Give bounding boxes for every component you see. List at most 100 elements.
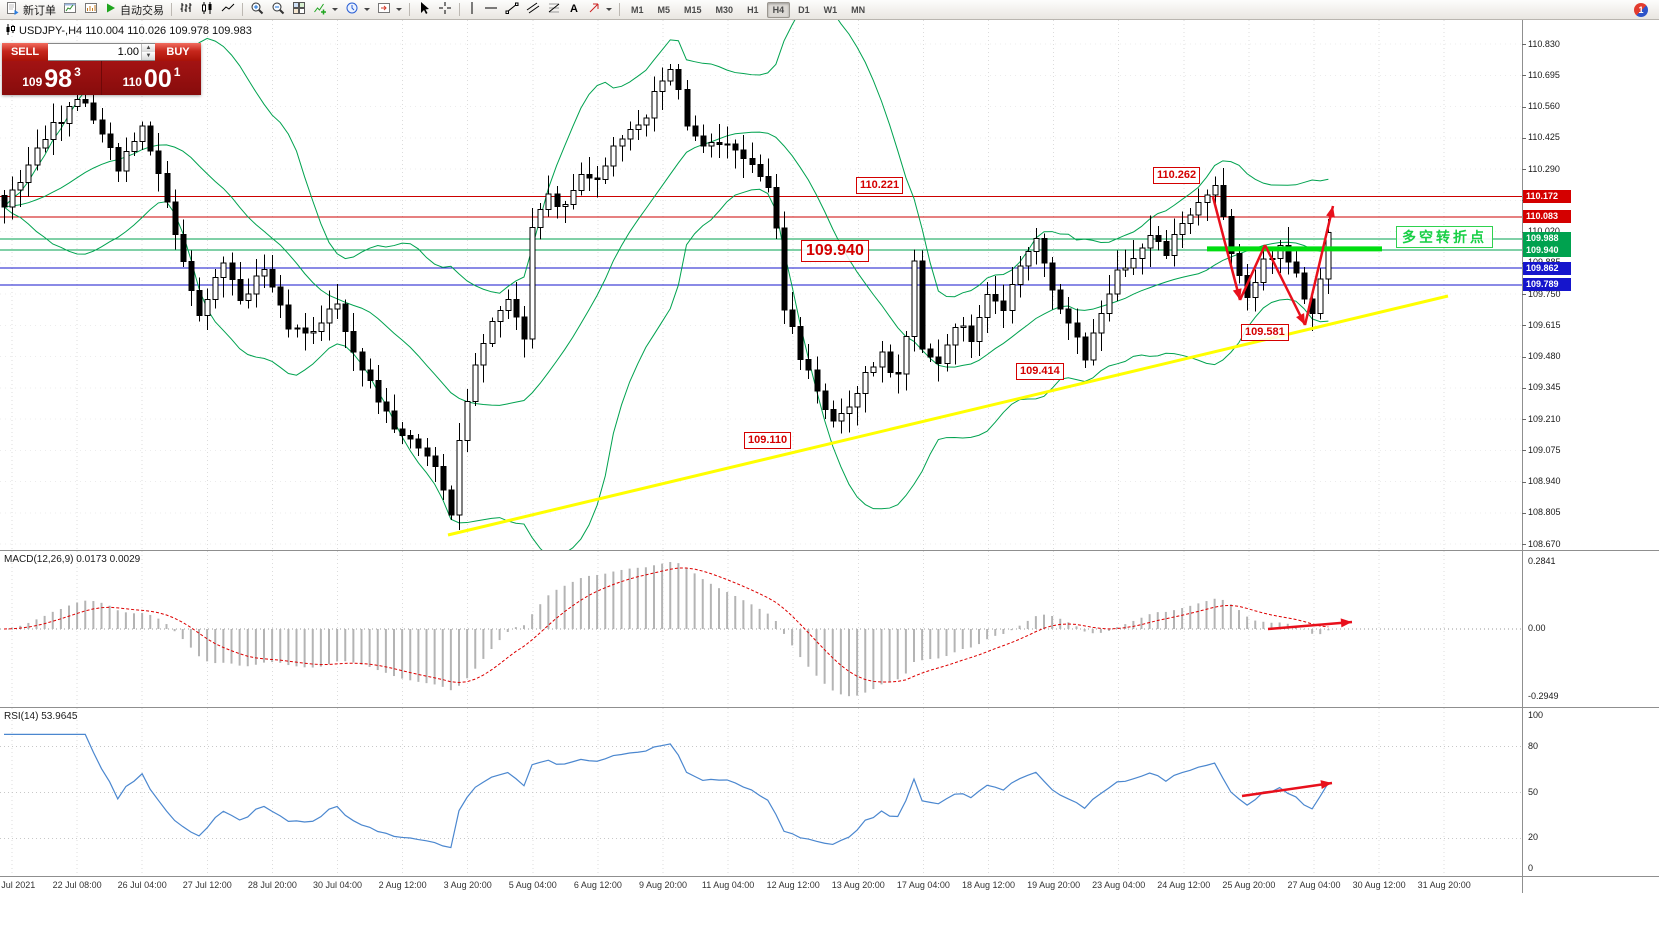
zoom-out-button[interactable] (268, 1, 288, 19)
price-tick-mark (1522, 44, 1526, 45)
price-tick-label: 110.290 (1528, 163, 1560, 174)
trendline-button[interactable] (502, 1, 522, 19)
text-icon: A (568, 1, 580, 18)
crosshair-button[interactable] (435, 1, 455, 19)
text-button[interactable]: A (565, 1, 583, 19)
channel-button[interactable] (523, 1, 543, 19)
panel-separator[interactable] (0, 707, 1659, 708)
sell-button[interactable]: SELL (2, 43, 48, 61)
volume-stepper[interactable]: ▲ ▼ (141, 44, 155, 60)
price-tick-label: 109.210 (1528, 413, 1561, 424)
new-order-icon (6, 1, 20, 18)
chevron-down-icon (396, 8, 402, 11)
tile-windows-button[interactable] (289, 1, 309, 19)
line-chart-button[interactable] (218, 1, 238, 19)
rsi-panel[interactable] (0, 708, 1522, 876)
toolbar-separator (619, 3, 620, 16)
periods-button[interactable] (342, 1, 373, 19)
indicators-icon (313, 1, 327, 18)
vertical-line-button[interactable] (464, 1, 480, 19)
price-tick-mark (1522, 106, 1526, 108)
time-axis-label: 2 Aug 12:00 (378, 880, 427, 890)
timeframe-H4[interactable]: H4 (766, 1, 791, 18)
time-axis-label: 12 Aug 12:00 (766, 880, 820, 890)
main-chart[interactable] (0, 20, 1522, 550)
price-tag: 110.172 (1523, 189, 1571, 203)
timeframe-MN[interactable]: MN (851, 4, 866, 15)
time-axis-label: 23 Aug 04:00 (1092, 880, 1146, 890)
buy-price-big: 00 (143, 65, 172, 93)
price-tick-label: 110.695 (1528, 69, 1560, 80)
timeframe-D1[interactable]: D1 (798, 4, 810, 15)
price-axis[interactable] (1522, 20, 1659, 893)
cursor-button[interactable] (414, 1, 434, 19)
price-tag: 109.789 (1523, 278, 1571, 292)
time-axis-label: 21 Jul 2021 (0, 880, 36, 890)
tile-windows-icon (292, 1, 306, 18)
buy-price-main: 110 (122, 75, 142, 89)
time-axis-label: 18 Aug 12:00 (961, 880, 1016, 890)
time-axis-label: 5 Aug 04:00 (508, 880, 557, 890)
rsi-scale-label: 80 (1528, 740, 1539, 751)
chart-window-button[interactable] (60, 1, 80, 19)
price-annotation-label: 109.414 (1016, 363, 1064, 380)
horizontal-line-button[interactable] (481, 1, 501, 19)
panel-separator[interactable] (0, 550, 1659, 551)
horizontal-line-icon (484, 1, 498, 18)
account-badge[interactable]: 1 (1634, 2, 1648, 17)
toolbar-separator (171, 3, 172, 16)
sell-price[interactable]: 109 98 3 (2, 61, 102, 95)
timeframe-H1[interactable]: H1 (747, 4, 759, 15)
timeframe-M15[interactable]: M15 (684, 4, 702, 15)
price-tick-label: 109.075 (1528, 444, 1561, 455)
fibonacci-button[interactable] (544, 1, 564, 19)
time-axis-label: 11 Aug 04:00 (701, 880, 755, 890)
price-tick-mark (1522, 419, 1526, 420)
sell-price-sup: 3 (74, 65, 81, 79)
price-tick-label: 109.750 (1528, 288, 1561, 299)
arrows-button[interactable] (584, 1, 615, 19)
price-annotation-label: 110.221 (856, 177, 904, 194)
buy-price[interactable]: 110 00 1 (102, 61, 201, 95)
zoom-in-button[interactable] (247, 1, 267, 19)
timeframe-M5[interactable]: M5 (657, 4, 671, 15)
price-tick-mark (1522, 231, 1526, 233)
indicators-button[interactable] (310, 1, 341, 19)
price-tick-mark (1522, 481, 1526, 483)
price-tick-label: 108.670 (1528, 538, 1561, 549)
spin-down-icon[interactable]: ▼ (142, 52, 155, 60)
timeframe-M1[interactable]: M1 (631, 4, 644, 15)
symbol-header: USDJPY-,H4 110.004 110.026 109.978 109.9… (5, 24, 252, 38)
candlestick-chart-button[interactable] (197, 1, 217, 19)
time-axis-label: 30 Jul 04:00 (312, 880, 363, 890)
time-axis-label: 13 Aug 20:00 (831, 880, 885, 890)
spin-up-icon[interactable]: ▲ (142, 44, 155, 52)
time-axis-label: 28 Jul 20:00 (247, 880, 297, 890)
toolbar-separator (459, 3, 460, 16)
sell-price-big: 98 (44, 65, 73, 93)
price-tick-label: 110.830 (1528, 38, 1560, 49)
symbol-icon (5, 24, 15, 38)
auto-trading-icon (105, 2, 117, 17)
templates-button[interactable] (374, 1, 405, 19)
templates-icon (377, 1, 391, 18)
price-tick-label: 109.615 (1528, 319, 1561, 330)
bar-chart-button[interactable] (176, 1, 196, 19)
rsi-scale-label: 100 (1528, 710, 1544, 720)
price-tick-label: 108.940 (1528, 476, 1561, 486)
volume-input[interactable] (48, 44, 141, 60)
macd-panel[interactable] (0, 551, 1522, 707)
new-order-button[interactable]: 新订单 (3, 1, 59, 19)
candlestick-series (1, 63, 1332, 530)
time-axis-label: 9 Aug 20:00 (638, 880, 688, 890)
timeframe-M30[interactable]: M30 (715, 4, 734, 15)
time-axis-label: 22 Jul 08:00 (52, 880, 102, 890)
time-axis-label: 6 Aug 12:00 (573, 880, 622, 890)
auto-trading-button[interactable]: 自动交易 (102, 1, 167, 19)
profiles-button[interactable] (81, 1, 101, 19)
crosshair-icon (438, 1, 452, 18)
macd-label: MACD(12,26,9) 0.0173 0.0029 (4, 554, 141, 565)
buy-button[interactable]: BUY (155, 43, 201, 61)
rsi-scale-label: 50 (1528, 786, 1539, 797)
timeframe-W1[interactable]: W1 (823, 4, 838, 15)
